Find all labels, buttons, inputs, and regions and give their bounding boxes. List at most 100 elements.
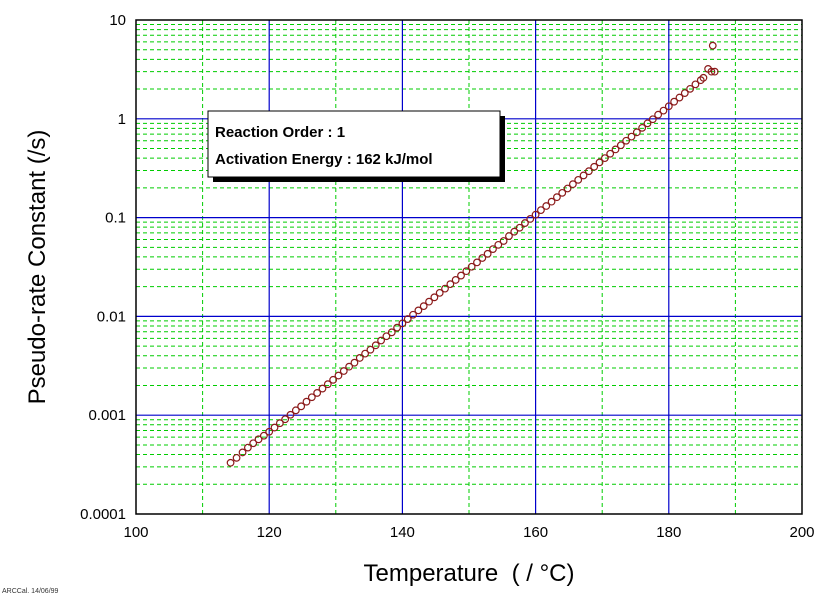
data-point (574, 175, 583, 184)
data-point (654, 110, 663, 119)
data-point (430, 293, 439, 302)
data-point (387, 328, 396, 337)
x-tick-label: 160 (523, 524, 548, 541)
data-point (680, 89, 689, 98)
data-point (632, 128, 641, 137)
data-point (345, 362, 354, 371)
data-point (670, 97, 679, 106)
data-point (542, 202, 551, 210)
data-point (334, 371, 343, 380)
data-point (643, 119, 652, 128)
data-point (510, 227, 519, 236)
data-point (281, 415, 290, 424)
plot-frame (135, 19, 803, 515)
data-point (699, 73, 708, 82)
data-point (515, 223, 524, 232)
data-point (409, 310, 417, 319)
data-point (537, 206, 545, 215)
tick-layer: 100 120 140 160 180 200 0.0001 0.001 0.01 0.1 1 10 (80, 12, 814, 541)
data-layer (226, 41, 719, 467)
data-point (419, 302, 428, 311)
data-point (616, 141, 625, 150)
y-axis-title: Pseudo-rate Constant (/s) (24, 130, 51, 405)
annotation-box-frame (207, 110, 501, 178)
data-point (590, 162, 599, 171)
data-point (361, 349, 370, 358)
data-point (664, 102, 673, 111)
data-point (425, 297, 433, 306)
data-point (403, 315, 412, 323)
data-point (473, 258, 481, 267)
data-point (441, 284, 449, 293)
data-point (297, 402, 306, 411)
data-point (526, 215, 535, 223)
data-point (382, 332, 391, 341)
data-point (606, 149, 615, 158)
data-point (489, 245, 497, 253)
data-point (531, 210, 540, 219)
data-point (249, 439, 258, 448)
data-point (505, 232, 513, 240)
data-point (710, 67, 719, 76)
data-point (691, 80, 700, 89)
data-point (521, 219, 529, 227)
data-point (648, 115, 657, 124)
y-tick-label: 0.001 (88, 407, 126, 424)
data-point (478, 254, 487, 262)
x-tick-label: 140 (390, 524, 415, 541)
data-point (366, 345, 375, 354)
data-point (286, 410, 295, 419)
data-point (232, 453, 241, 462)
data-point (659, 106, 668, 115)
data-point (708, 41, 717, 50)
data-point (393, 323, 401, 332)
data-point (435, 288, 444, 297)
data-point (371, 341, 380, 350)
data-point (265, 427, 274, 436)
x-tick-label: 100 (123, 524, 148, 541)
data-point (243, 443, 252, 452)
data-point (584, 167, 593, 176)
data-point (622, 136, 631, 145)
data-point (579, 171, 588, 180)
data-point (462, 267, 471, 276)
data-point (611, 145, 620, 154)
footer-stamp: ARCCal. 14/06/99 (2, 588, 59, 595)
data-point (377, 336, 385, 345)
annotation-line-1: Reaction Order : 1 (215, 124, 345, 141)
data-point (483, 249, 492, 258)
data-point (686, 84, 695, 93)
data-point (627, 132, 636, 141)
data-point (323, 380, 332, 389)
data-point (339, 367, 348, 375)
data-point (638, 123, 647, 132)
x-axis-title: Temperature ( / °C) (364, 560, 575, 587)
data-point (568, 180, 577, 189)
data-point (595, 158, 604, 167)
data-point (270, 423, 279, 432)
data-point (275, 419, 284, 428)
grid-layer (136, 20, 802, 514)
data-point (414, 306, 423, 315)
y-tick-label: 1 (118, 111, 126, 128)
data-point (302, 397, 311, 406)
data-point (467, 262, 476, 271)
data-point (553, 193, 561, 202)
x-tick-label: 120 (257, 524, 282, 541)
data-point (600, 154, 609, 163)
data-point (547, 197, 556, 206)
data-point (499, 237, 508, 245)
data-point (318, 384, 327, 393)
data-point (307, 393, 316, 402)
data-point (494, 240, 503, 249)
data-point (398, 319, 407, 328)
data-point (313, 389, 322, 397)
data-point (563, 184, 572, 193)
x-tick-label: 180 (656, 524, 681, 541)
data-point (675, 93, 684, 102)
data-point (226, 458, 235, 467)
data-point (350, 358, 359, 367)
data-point (446, 280, 455, 289)
data-point (355, 354, 364, 362)
